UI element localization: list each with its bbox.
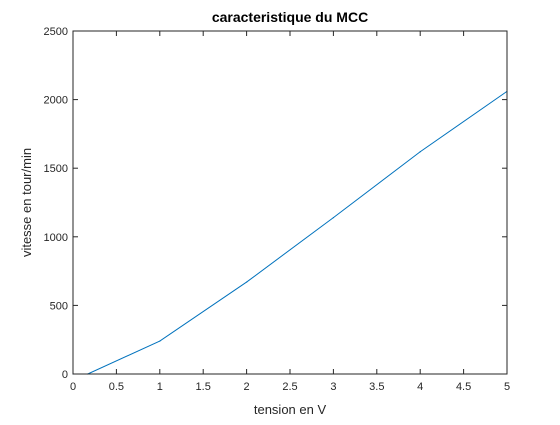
y-tick-label: 0 — [62, 369, 68, 381]
x-tick-label: 0.5 — [109, 381, 124, 393]
y-tick-label: 2500 — [44, 26, 68, 38]
x-tick-label: 1.5 — [196, 381, 211, 393]
plot-area — [73, 31, 507, 374]
y-tick-label: 1500 — [44, 163, 68, 175]
x-tick-label: 3 — [330, 381, 336, 393]
x-tick-label: 2 — [244, 381, 250, 393]
data-point — [332, 216, 334, 219]
x-tick-label: 4 — [417, 381, 423, 393]
x-tick-label: 0 — [70, 381, 76, 393]
x-tick-label: 1 — [157, 381, 163, 393]
y-tick-label: 500 — [50, 300, 68, 312]
ticks-layer: 0 0.5 1 1.5 2 2.5 3 3.5 4 4.5 5 0 500 1000 1500 2000 250… — [44, 26, 511, 393]
axes-box — [72, 30, 508, 375]
y-tick-label: 1000 — [44, 232, 68, 244]
data-point — [159, 340, 161, 342]
data-point — [246, 281, 248, 283]
data-point — [419, 151, 421, 153]
x-tick-label: 4.5 — [456, 381, 471, 393]
y-axis-label: vitesse en tour/min — [19, 148, 34, 257]
x-tick-label: 5 — [504, 381, 510, 393]
x-tick-label: 2.5 — [282, 381, 297, 393]
x-axis-label: tension en V — [254, 402, 327, 417]
x-tick-label: 3.5 — [369, 381, 384, 393]
y-tick-label: 2000 — [44, 95, 68, 107]
chart-title: caracteristique du MCC — [212, 9, 368, 25]
